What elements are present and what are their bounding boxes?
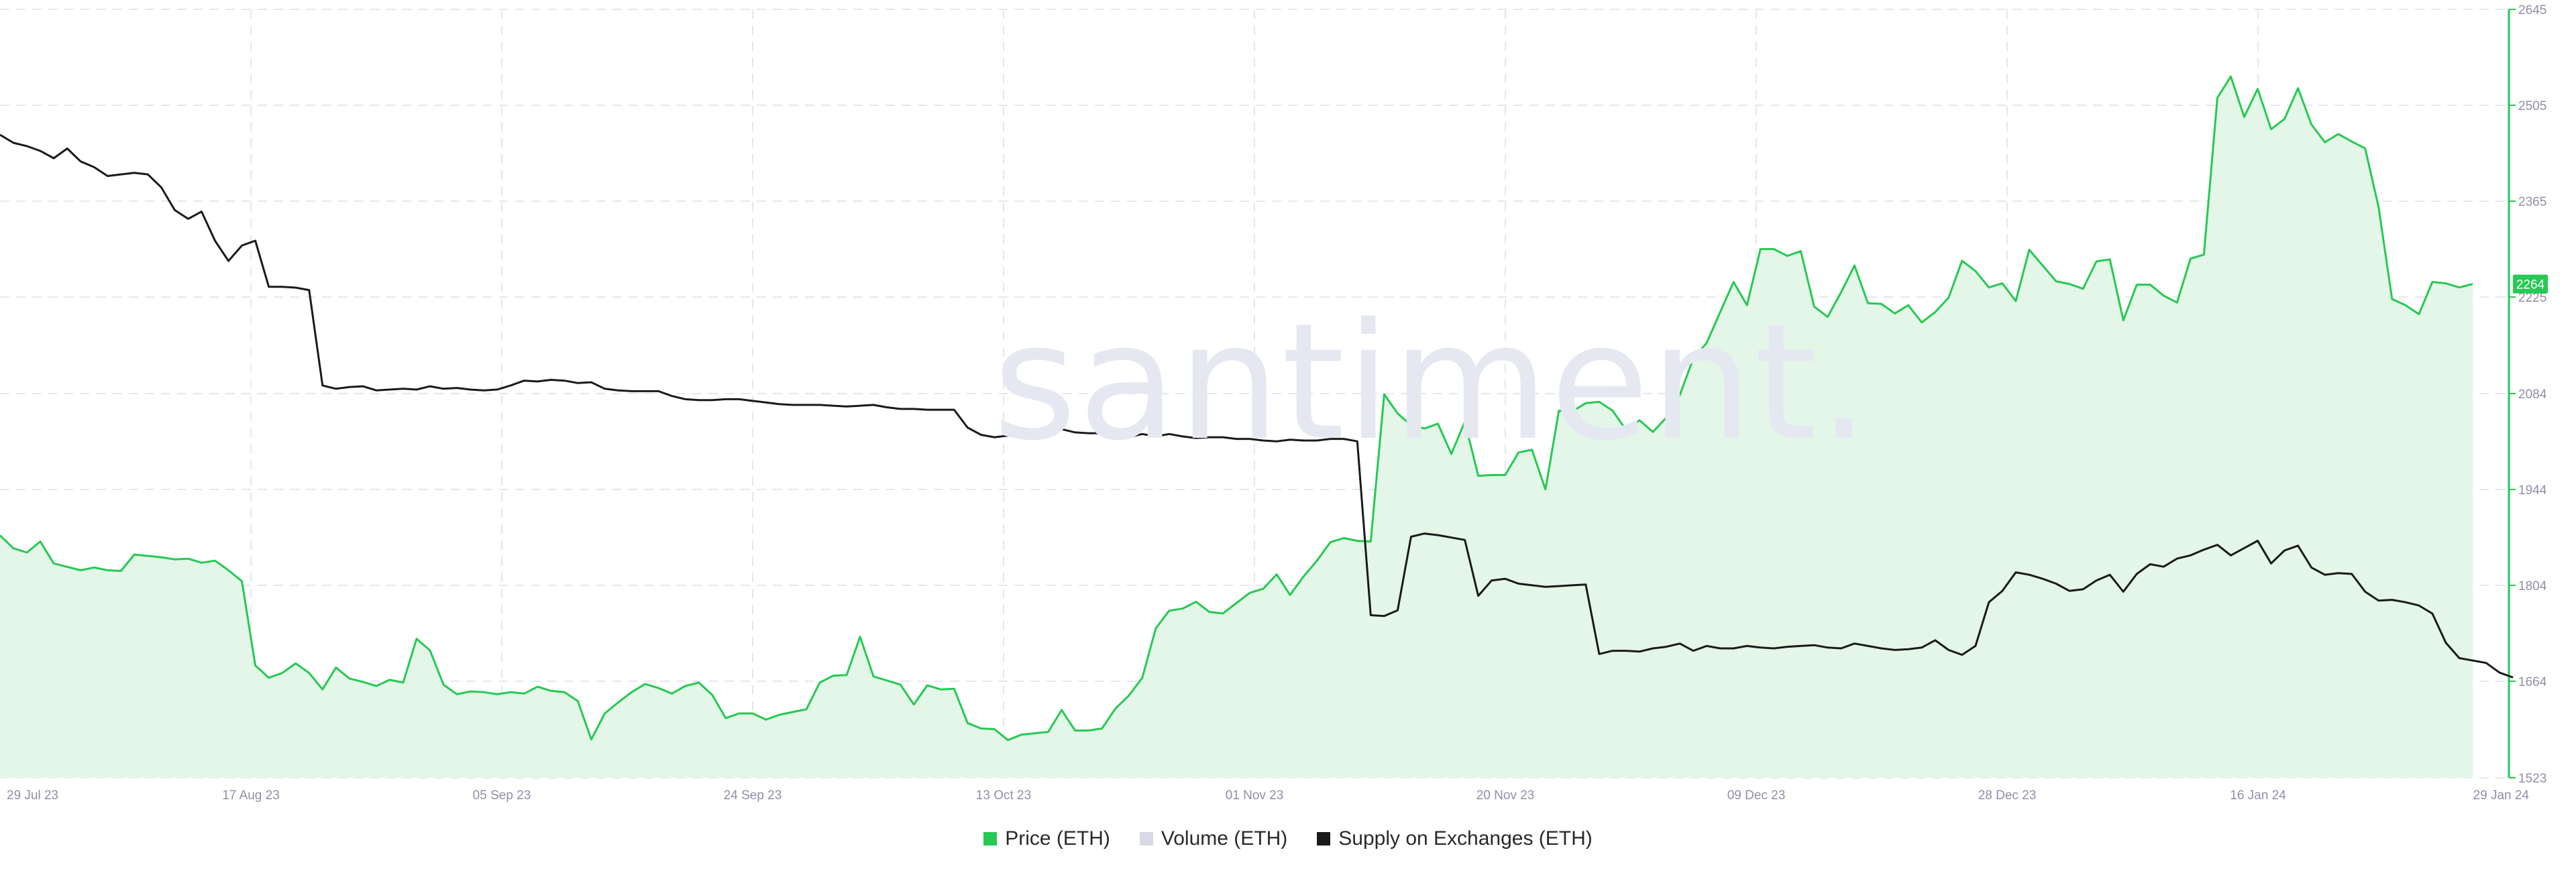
x-tick-label: 09 Dec 23 <box>1727 789 1786 803</box>
legend-label-price: Price (ETH) <box>1005 827 1110 850</box>
x-tick-label: 29 Jan 24 <box>2473 789 2530 803</box>
x-tick-label: 13 Oct 23 <box>976 789 1031 803</box>
santiment-watermark: santiment. <box>993 288 1871 476</box>
supply-swatch <box>1317 832 1331 845</box>
legend: Price (ETH) Volume (ETH) Supply on Excha… <box>0 827 2576 850</box>
x-tick-label: 05 Sep 23 <box>473 789 531 803</box>
y-tick-label: 1523 <box>2518 772 2546 786</box>
x-tick-label: 24 Sep 23 <box>724 789 782 803</box>
volume-swatch <box>1139 832 1153 845</box>
y-tick-label: 2225 <box>2518 291 2546 305</box>
x-tick-label: 29 Jul 23 <box>7 789 58 803</box>
current-price-badge <box>2513 274 2548 294</box>
legend-item-volume[interactable]: Volume (ETH) <box>1139 827 1288 850</box>
x-tick-label: 20 Nov 23 <box>1477 789 1535 803</box>
y-tick-label: 2365 <box>2518 195 2546 209</box>
y-tick-label: 2505 <box>2518 99 2546 113</box>
y-tick-label: 1944 <box>2518 483 2547 498</box>
legend-item-supply[interactable]: Supply on Exchanges (ETH) <box>1317 827 1593 850</box>
y-tick-label: 1664 <box>2518 675 2547 689</box>
x-tick-label: 17 Aug 23 <box>222 789 280 803</box>
supply-line <box>0 133 2514 679</box>
current-price-label: 2264 <box>2516 278 2545 292</box>
legend-item-price[interactable]: Price (ETH) <box>983 827 1110 850</box>
price-line <box>0 75 2473 742</box>
price-area <box>0 76 2473 778</box>
x-tick-label: 16 Jan 24 <box>2230 789 2286 803</box>
legend-label-supply: Supply on Exchanges (ETH) <box>1338 827 1593 850</box>
x-tick-label: 28 Dec 23 <box>1978 789 2037 803</box>
legend-label-volume: Volume (ETH) <box>1161 827 1288 850</box>
y-tick-label: 2084 <box>2518 388 2547 402</box>
y-tick-label: 2645 <box>2518 3 2546 17</box>
y-tick-label: 1804 <box>2518 579 2547 593</box>
x-tick-label: 01 Nov 23 <box>1226 789 1284 803</box>
price-swatch <box>983 832 998 845</box>
